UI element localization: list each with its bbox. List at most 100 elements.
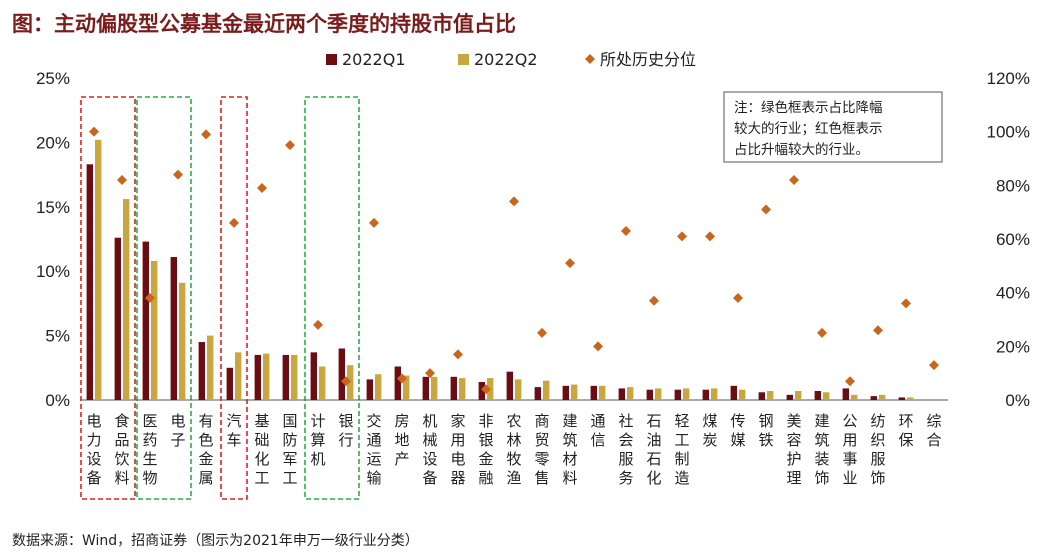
legend-label-q2: 2022Q2: [474, 50, 538, 69]
category-label: 医药生物: [142, 412, 157, 487]
percentile-point: [789, 174, 799, 185]
legend-swatch-q2: [458, 54, 469, 65]
bar-2022q2: [543, 380, 550, 400]
percentile-point: [481, 384, 491, 395]
y-tick-label: 5%: [45, 327, 70, 346]
percentile-point: [369, 217, 379, 228]
percentile-point: [509, 196, 519, 207]
bar-2022q2: [235, 352, 242, 400]
percentile-point: [761, 204, 771, 215]
bar-2022q1: [282, 354, 289, 400]
bar-2022q1: [142, 241, 149, 400]
bar-2022q1: [842, 388, 849, 400]
bar-2022q2: [403, 375, 410, 400]
percentile-point: [117, 174, 127, 185]
bar-2022q2: [179, 282, 186, 400]
bar-2022q1: [478, 381, 485, 400]
category-label: 通信: [590, 412, 605, 449]
category-label: 传媒: [730, 412, 745, 449]
legend: 2022Q1 2022Q2 所处历史分位: [326, 50, 696, 69]
category-label: 食品饮料: [114, 412, 129, 487]
bar-2022q2: [683, 388, 690, 400]
bar-2022q1: [870, 396, 877, 400]
percentile-point: [677, 231, 687, 242]
legend-swatch-q1: [326, 54, 337, 65]
bar-2022q1: [590, 385, 597, 400]
note-frame: [723, 91, 943, 163]
bar-2022q2: [907, 397, 914, 400]
percentile-point: [229, 217, 239, 228]
bar-2022q2: [767, 390, 774, 400]
category-label: 非银金融: [478, 412, 493, 487]
bar-2022q2: [123, 199, 130, 400]
bar-2022q1: [394, 366, 401, 400]
category-labels: 电力设备食品饮料医药生物电子有色金属汽车基础化工国防军工计算机银行交通运输房地产…: [86, 412, 941, 487]
percentile-point: [201, 129, 211, 140]
y2-tick-label: 120%: [987, 69, 1030, 88]
bar-2022q2: [263, 353, 270, 400]
percentile-point: [901, 298, 911, 309]
y2-tick-label: 0%: [1005, 391, 1030, 410]
percentile-point: [145, 293, 155, 304]
category-label: 电子: [170, 412, 185, 449]
legend-label-q1: 2022Q1: [342, 50, 406, 69]
bar-2022q2: [627, 387, 634, 400]
bar-2022q2: [459, 378, 466, 400]
bar-2022q2: [879, 394, 886, 400]
bar-2022q1: [534, 387, 541, 400]
category-label: 机械设备: [422, 412, 437, 487]
bar-2022q1: [86, 164, 93, 400]
bar-2022q1: [702, 389, 709, 400]
percentile-point: [817, 327, 827, 338]
category-label: 建筑装饰: [814, 412, 829, 487]
percentile-point: [733, 293, 743, 304]
bar-2022q1: [114, 237, 121, 400]
bar-2022q2: [851, 394, 858, 400]
category-label: 交通运输: [366, 412, 381, 487]
y-tick-label: 20%: [36, 133, 70, 152]
bar-2022q2: [151, 260, 158, 400]
y2-tick-label: 80%: [996, 176, 1030, 195]
category-label: 轻工制造: [674, 412, 689, 487]
bar-2022q2: [95, 139, 102, 400]
category-label: 农林牧渔: [506, 412, 521, 487]
note-line: 注：绿色框表示占比降幅: [734, 99, 883, 116]
bar-2022q1: [310, 352, 317, 400]
category-label: 商贸零售: [534, 412, 549, 487]
red-dashed-box: [220, 96, 248, 500]
bar-2022q1: [646, 389, 653, 400]
percentile-point: [649, 295, 659, 306]
bar-2022q1: [338, 348, 345, 400]
bar-2022q2: [739, 389, 746, 400]
highlight-boxes: [80, 96, 360, 500]
y-tick-label: 10%: [36, 262, 70, 281]
bar-2022q1: [562, 385, 569, 400]
y2-tick-label: 100%: [987, 123, 1030, 142]
chart-title: 图：主动偏股型公募基金最近两个季度的持股市值占比: [12, 12, 516, 36]
green-dashed-box: [136, 96, 192, 500]
category-label: 家用电器: [450, 412, 465, 487]
percentile-point: [537, 327, 547, 338]
y2-tick-label: 60%: [996, 230, 1030, 249]
bar-2022q1: [814, 390, 821, 400]
category-label: 社会服务: [618, 412, 633, 487]
bar-2022q1: [170, 257, 177, 400]
category-label: 有色金属: [198, 412, 213, 487]
source-note: 数据来源：Wind，招商证券（图示为2021年申万一级行业分类）: [12, 533, 419, 549]
percentile-point: [89, 126, 99, 137]
category-label: 电力设备: [86, 412, 101, 487]
history-percentile-points: [89, 126, 939, 395]
bar-2022q1: [366, 379, 373, 400]
legend-swatch-percentile: [585, 54, 595, 64]
note-line: 占比升幅较大的行业。: [734, 142, 869, 158]
category-label: 国防军工: [282, 412, 297, 487]
bar-2022q2: [599, 385, 606, 400]
bar-2022q1: [506, 371, 513, 400]
percentile-point: [565, 258, 575, 269]
category-label: 公用事业: [842, 412, 857, 487]
percentile-point: [593, 341, 603, 352]
bar-2022q1: [786, 394, 793, 400]
category-label: 综合: [926, 412, 941, 449]
